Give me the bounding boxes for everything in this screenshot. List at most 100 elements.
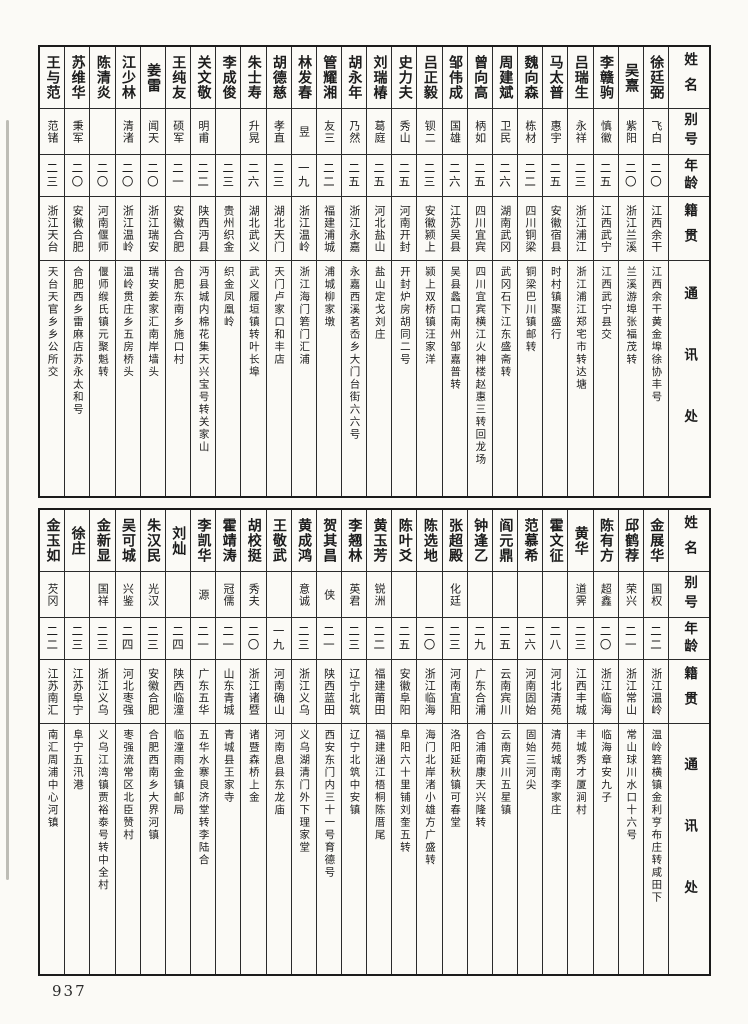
header-age: 年龄 (669, 618, 709, 660)
person-alias-cell: 卫民 (492, 109, 518, 155)
person-column: 陈叶爻 二五 安徽阜阳 阜阳六十里铺刘奎五转 (392, 510, 418, 974)
person-name-cell: 刘瑞椿 (367, 47, 392, 109)
header-name: 姓名 (669, 47, 709, 109)
person-alias-cell: 紫阳 (618, 109, 643, 155)
person-age: 二二 (523, 162, 538, 189)
person-alias-cell (65, 572, 90, 618)
person-age-cell: 二五 (341, 155, 367, 197)
person-name: 王与范 (44, 55, 61, 100)
person-column: 霍靖涛 冠儒 二一 山东青城 青城县王家寺 (216, 510, 242, 974)
person-native-place-cell: 贵州织金 (216, 197, 241, 261)
person-alias: 意诚 (297, 582, 311, 607)
person-age: 一九 (271, 625, 286, 652)
person-alias-cell (417, 572, 442, 618)
person-age: 二一 (623, 625, 638, 652)
person-alias: 友三 (322, 119, 336, 144)
person-contact: 西安东门内三十一号育德号 (323, 729, 336, 879)
person-age: 二二 (321, 162, 336, 189)
person-alias-cell: 清渚 (115, 109, 140, 155)
person-alias: 光汉 (146, 582, 160, 607)
person-column: 关文敬 明甫 二二 陕西沔县 沔县城内棉花集天兴宝号转关家山 (191, 47, 217, 496)
person-alias-cell: 永祥 (568, 109, 593, 155)
person-native-place-cell: 江苏南汇 (40, 660, 65, 724)
person-name: 江少林 (119, 55, 136, 100)
person-age: 二〇 (145, 162, 160, 189)
person-age-cell: 二三 (568, 618, 593, 660)
person-alias-cell: 国权 (643, 572, 668, 618)
person-age-cell: 二三 (40, 155, 65, 197)
header-age-label: 年龄 (681, 158, 698, 193)
person-alias-cell (492, 572, 518, 618)
person-name-cell: 邹伟成 (442, 47, 467, 109)
person-name: 黄成鸿 (296, 518, 313, 563)
person-age-cell: 二一 (165, 155, 191, 197)
person-age: 二三 (422, 162, 437, 189)
person-name: 张超殿 (447, 518, 464, 563)
person-alias-cell: 惠宇 (543, 109, 568, 155)
person-alias-cell: 硕军 (165, 109, 191, 155)
header-contact: 通讯处 (669, 261, 709, 496)
person-native-place: 安徽合肥 (146, 667, 160, 716)
person-age: 二五 (548, 162, 563, 189)
person-age-cell: 二五 (392, 155, 417, 197)
person-contact-cell: 义乌江湾镇贾裕泰号转中全村 (90, 724, 114, 974)
person-alias: 兴鉴 (121, 582, 135, 607)
person-name: 霍文征 (547, 518, 564, 563)
person-age-cell: 二三 (90, 618, 115, 660)
header-native-place-label: 籍贯 (681, 203, 698, 254)
person-contact: 辽宁北筑中安镇 (348, 729, 361, 817)
person-age: 二二 (648, 625, 663, 652)
person-column: 王与范 范锗 二三 浙江天台 天台天官乡乡公所交 (40, 47, 66, 496)
person-age-cell: 二三 (216, 155, 241, 197)
person-alias: 化廷 (448, 582, 462, 607)
person-alias-cell: 友三 (316, 109, 341, 155)
person-column: 陈选地 二〇 浙江临海 海门北岸渚小雄方广盛转 (417, 510, 443, 974)
person-name-cell: 朱士寿 (241, 47, 266, 109)
person-name: 朱士寿 (245, 55, 262, 100)
person-contact: 开封炉房胡同二号 (398, 266, 411, 366)
person-native-place-cell: 浙江瑞安 (140, 197, 165, 261)
person-age: 二三 (70, 625, 85, 652)
person-age: 二五 (372, 162, 387, 189)
person-contact: 临潼雨金镇邮局 (172, 729, 185, 817)
person-name: 金玉如 (44, 518, 61, 563)
person-name: 关文敬 (195, 55, 212, 100)
person-age-cell: 二一 (618, 618, 643, 660)
person-age-cell: 二二 (367, 618, 392, 660)
person-name: 邱鹤荐 (623, 518, 640, 563)
person-contact: 洛阳延秋镇可春堂 (449, 729, 462, 829)
person-age-cell: 二五 (467, 155, 492, 197)
person-name-cell: 魏向森 (518, 47, 543, 109)
person-alias-cell: 钡二 (417, 109, 442, 155)
person-name-cell: 江少林 (115, 47, 140, 109)
person-column: 马太普 惠宇 二五 安徽宿县 时村镇聚盛行 (543, 47, 569, 496)
person-age-cell: 二三 (417, 155, 442, 197)
person-contact: 武义履垣镇转叶长埠 (247, 266, 260, 379)
person-name-cell: 陈选地 (417, 510, 442, 572)
person-contact: 江西余干黄金埠徐协丰号 (650, 266, 663, 404)
person-name: 吕瑞生 (572, 55, 589, 100)
person-contact-cell: 河南息县东龙庙 (267, 724, 291, 974)
person-name: 胡德慈 (270, 55, 287, 100)
person-age: 二〇 (70, 162, 85, 189)
person-native-place: 陕西沔县 (196, 204, 210, 253)
person-column: 朱士寿 升晃 二六 湖北武义 武义履垣镇转叶长埠 (241, 47, 267, 496)
person-contact-cell: 浦城柳家墩 (317, 261, 341, 496)
person-contact: 天台天官乡乡公所交 (46, 266, 59, 379)
person-name-cell: 霍靖涛 (216, 510, 241, 572)
person-native-place: 江西余干 (649, 204, 663, 253)
person-column: 黄成鸿 意诚 二三 浙江义乌 义乌湖清门外下理家堂 (291, 510, 317, 974)
person-age-cell: 二五 (492, 618, 518, 660)
person-alias-cell: 冠儒 (216, 572, 241, 618)
person-age: 二〇 (648, 162, 663, 189)
person-age: 二三 (95, 625, 110, 652)
person-native-place-cell: 山东青城 (216, 660, 241, 724)
person-native-place-cell: 河南开封 (392, 197, 417, 261)
person-alias: 闻天 (146, 119, 160, 144)
person-alias-cell (543, 572, 568, 618)
person-native-place-cell: 安徽合肥 (65, 197, 90, 261)
person-contact: 常山球川水口十六号 (625, 729, 638, 842)
person-age-cell: 二五 (392, 618, 417, 660)
person-contact-cell: 清苑城南李家庄 (543, 724, 567, 974)
